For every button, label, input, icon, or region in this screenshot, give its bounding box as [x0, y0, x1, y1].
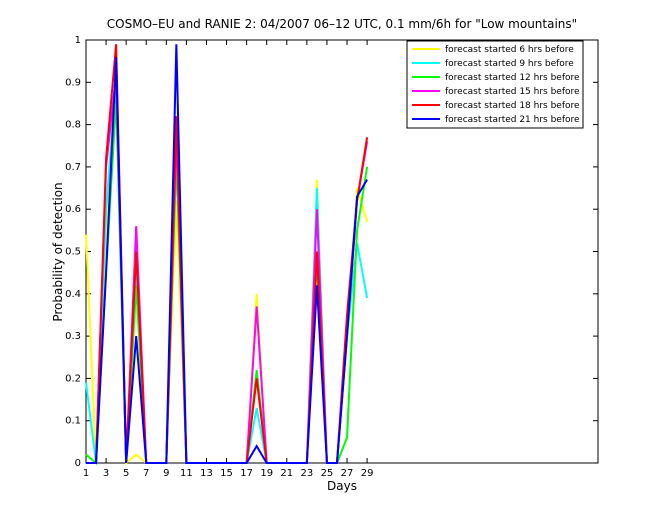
y-tick-label: 0.5: [65, 247, 81, 258]
y-tick-label: 0.2: [65, 373, 81, 384]
y-tick-label: 0.8: [65, 120, 81, 131]
x-tick-label: 7: [143, 468, 149, 479]
legend-label: forecast started 6 hrs before: [445, 45, 574, 55]
y-tick-label: 0: [75, 458, 81, 469]
x-tick-label: 21: [280, 468, 293, 479]
y-tick-label: 0.9: [65, 77, 81, 88]
y-tick-label: 0.6: [65, 204, 81, 215]
y-tick-label: 0.4: [65, 289, 81, 300]
chart-title: COSMO–EU and RANIE 2: 04/2007 06–12 UTC,…: [107, 17, 577, 31]
x-tick-label: 9: [163, 468, 169, 479]
x-tick-label: 27: [341, 468, 354, 479]
x-tick-label: 1: [83, 468, 89, 479]
x-tick-label: 3: [103, 468, 109, 479]
legend-label: forecast started 12 hrs before: [445, 73, 580, 83]
x-tick-label: 23: [300, 468, 313, 479]
y-axis-label: Probability of detection: [51, 182, 65, 321]
series-line: [86, 44, 368, 464]
y-tick-label: 0.1: [65, 416, 81, 427]
legend-label: forecast started 9 hrs before: [445, 59, 574, 69]
legend-box: [406, 40, 584, 129]
x-tick-label: 13: [200, 468, 213, 479]
x-axis-label: Days: [327, 479, 357, 493]
x-tick-label: 29: [361, 468, 374, 479]
x-tick-label: 11: [180, 468, 193, 479]
y-tick-label: 1: [75, 35, 81, 46]
x-tick-label: 25: [321, 468, 334, 479]
legend-label: forecast started 15 hrs before: [445, 87, 580, 97]
y-tick-label: 0.3: [65, 331, 81, 342]
legend-label: forecast started 21 hrs before: [445, 115, 580, 125]
legend-label: forecast started 18 hrs before: [445, 101, 580, 111]
x-tick-label: 15: [220, 468, 233, 479]
x-tick-label: 5: [123, 468, 129, 479]
x-tick-label: 19: [260, 468, 273, 479]
y-tick-label: 0.7: [65, 162, 81, 173]
x-tick-label: 17: [240, 468, 253, 479]
